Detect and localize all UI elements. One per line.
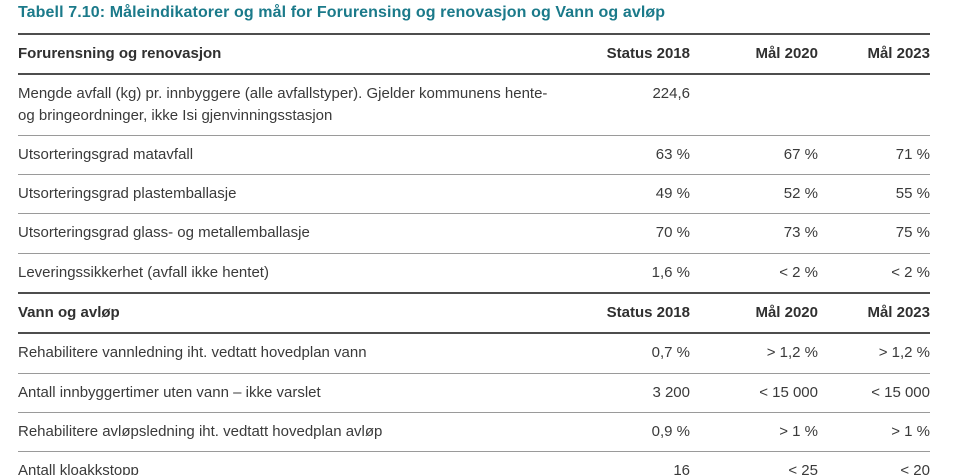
section-header-label: Forurensning og renovasjon (18, 45, 222, 62)
table-title: Tabell 7.10: Måleindikatorer og mål for … (18, 4, 666, 21)
table-row: Antall kloakkstopp 16 < 25 < 20 (18, 452, 930, 475)
table-row: Rehabilitere avløpsledning iht. vedtatt … (18, 413, 930, 453)
mal-2023-value: > 1,2 % (878, 344, 930, 362)
mal-2020-value: 73 % (783, 224, 818, 242)
status-2018-value: 16 (673, 462, 690, 475)
table-row: Utsorteringsgrad matavfall 63 % 67 % 71 … (18, 136, 930, 176)
mal-2020-value: > 1,2 % (766, 344, 818, 362)
mal-2023-value: 75 % (895, 224, 930, 242)
status-2018-value: 49 % (655, 185, 690, 203)
status-2018-value: 70 % (655, 224, 690, 242)
status-2018-value: 1,6 % (651, 263, 690, 281)
mal-2020-value: > 1 % (779, 422, 818, 440)
table-row: Mengde avfall (kg) pr. innbyggere (alle … (18, 75, 930, 136)
status-2018-value: 0,7 % (651, 344, 690, 362)
status-2018-value: 224,6 (652, 85, 690, 103)
column-header-status-2018: Status 2018 (606, 45, 690, 62)
indicator-label: Utsorteringsgrad matavfall (18, 145, 194, 163)
status-2018-value: 3 200 (652, 383, 690, 401)
mal-2023-value: < 2 % (891, 263, 930, 281)
mal-2023-value: 55 % (895, 185, 930, 203)
indicator-label: Utsorteringsgrad glass- og metallemballa… (18, 224, 310, 242)
table-row: Rehabilitere vannledning iht. vedtatt ho… (18, 334, 930, 374)
section-header-row-forurensning: Forurensning og renovasjon Status 2018 M… (18, 35, 930, 76)
table-row: Utsorteringsgrad glass- og metallemballa… (18, 214, 930, 254)
status-2018-value: 0,9 % (651, 422, 690, 440)
indicator-table: Forurensning og renovasjon Status 2018 M… (18, 33, 930, 475)
indicator-label: Mengde avfall (kg) pr. innbyggere (alle … (18, 85, 548, 124)
indicator-label: Utsorteringsgrad plastemballasje (18, 185, 237, 203)
column-header-mal-2020: Mål 2020 (755, 304, 818, 322)
status-2018-value: 63 % (655, 145, 690, 163)
indicator-label: Leveringssikkerhet (avfall ikke hentet) (18, 263, 269, 281)
indicator-label: Rehabilitere vannledning iht. vedtatt ho… (18, 344, 367, 362)
table-row: Utsorteringsgrad plastemballasje 49 % 52… (18, 175, 930, 215)
mal-2023-value: < 20 (900, 462, 930, 475)
column-header-mal-2023: Mål 2023 (867, 304, 930, 322)
column-header-mal-2020: Mål 2020 (755, 45, 818, 62)
mal-2023-value: 71 % (895, 145, 930, 163)
mal-2023-value (818, 75, 930, 92)
mal-2020-value: < 25 (788, 462, 818, 475)
mal-2023-value: > 1 % (891, 422, 930, 440)
section-header-label: Vann og avløp (18, 304, 120, 322)
indicator-label: Rehabilitere avløpsledning iht. vedtatt … (18, 422, 383, 440)
indicator-label: Antall kloakkstopp (18, 462, 139, 475)
mal-2020-value: < 2 % (779, 263, 818, 281)
column-header-status-2018: Status 2018 (606, 304, 690, 322)
mal-2020-value: < 15 000 (759, 383, 818, 401)
mal-2020-value: 52 % (783, 185, 818, 203)
mal-2020-value (690, 75, 818, 92)
mal-2020-value: 67 % (783, 145, 818, 163)
indicator-label: Antall innbyggertimer uten vann – ikke v… (18, 383, 321, 401)
table-row: Leveringssikkerhet (avfall ikke hentet) … (18, 254, 930, 295)
table-row: Antall innbyggertimer uten vann – ikke v… (18, 374, 930, 413)
section-header-row-vann-og-avlop: Vann og avløp Status 2018 Mål 2020 Mål 2… (18, 294, 930, 335)
mal-2023-value: < 15 000 (871, 383, 930, 401)
column-header-mal-2023: Mål 2023 (867, 45, 930, 62)
